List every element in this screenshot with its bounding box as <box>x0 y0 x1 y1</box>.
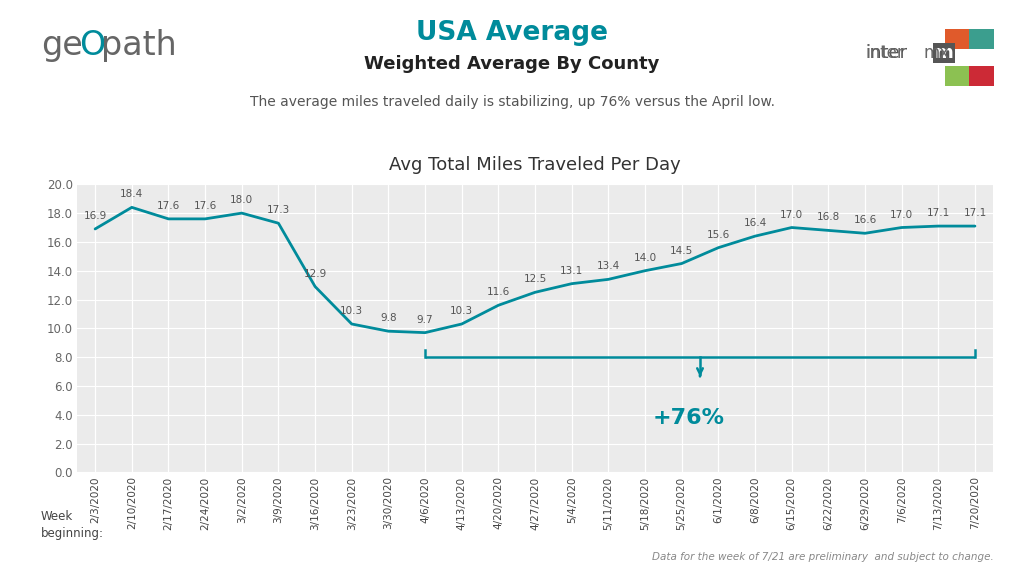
Text: mx: mx <box>924 44 950 62</box>
Text: 11.6: 11.6 <box>486 287 510 297</box>
Text: 9.7: 9.7 <box>417 314 433 325</box>
Text: inter: inter <box>865 44 904 62</box>
Text: 16.4: 16.4 <box>743 218 767 228</box>
Text: 17.6: 17.6 <box>194 201 217 211</box>
Text: 16.6: 16.6 <box>853 215 877 225</box>
Text: 16.8: 16.8 <box>817 213 840 222</box>
Text: 15.6: 15.6 <box>707 230 730 240</box>
Text: O: O <box>79 29 105 62</box>
FancyBboxPatch shape <box>945 66 970 86</box>
Text: 17.0: 17.0 <box>780 210 803 219</box>
Text: 18.0: 18.0 <box>230 195 253 205</box>
Text: Week
beginning:: Week beginning: <box>41 510 104 540</box>
FancyBboxPatch shape <box>969 66 994 86</box>
Text: 17.1: 17.1 <box>927 208 950 218</box>
Text: 12.5: 12.5 <box>523 274 547 285</box>
Title: Avg Total Miles Traveled Per Day: Avg Total Miles Traveled Per Day <box>389 157 681 175</box>
Text: 17.3: 17.3 <box>267 205 290 215</box>
Text: +76%: +76% <box>653 408 725 427</box>
Text: inter: inter <box>865 44 907 62</box>
Text: The average miles traveled daily is stabilizing, up 76% versus the April low.: The average miles traveled daily is stab… <box>250 95 774 109</box>
Text: 14.0: 14.0 <box>634 253 656 263</box>
Text: path: path <box>101 29 177 62</box>
Text: m: m <box>935 44 953 62</box>
Text: Data for the week of 7/21 are preliminary  and subject to change.: Data for the week of 7/21 are preliminar… <box>651 552 993 562</box>
Text: 10.3: 10.3 <box>340 306 364 316</box>
Text: ge: ge <box>41 29 83 62</box>
Text: 10.3: 10.3 <box>451 306 473 316</box>
Text: Weighted Average By County: Weighted Average By County <box>365 55 659 73</box>
Text: 17.1: 17.1 <box>964 208 986 218</box>
Text: 18.4: 18.4 <box>120 190 143 199</box>
Text: 13.1: 13.1 <box>560 266 584 276</box>
Text: 12.9: 12.9 <box>303 268 327 279</box>
FancyBboxPatch shape <box>969 29 994 50</box>
Text: 14.5: 14.5 <box>670 245 693 256</box>
Text: 17.6: 17.6 <box>157 201 180 211</box>
Text: 13.4: 13.4 <box>597 262 620 271</box>
Text: USA Average: USA Average <box>416 20 608 46</box>
Text: 9.8: 9.8 <box>380 313 396 323</box>
Text: 17.0: 17.0 <box>890 210 913 219</box>
Text: 16.9: 16.9 <box>84 211 106 221</box>
FancyBboxPatch shape <box>945 29 970 50</box>
